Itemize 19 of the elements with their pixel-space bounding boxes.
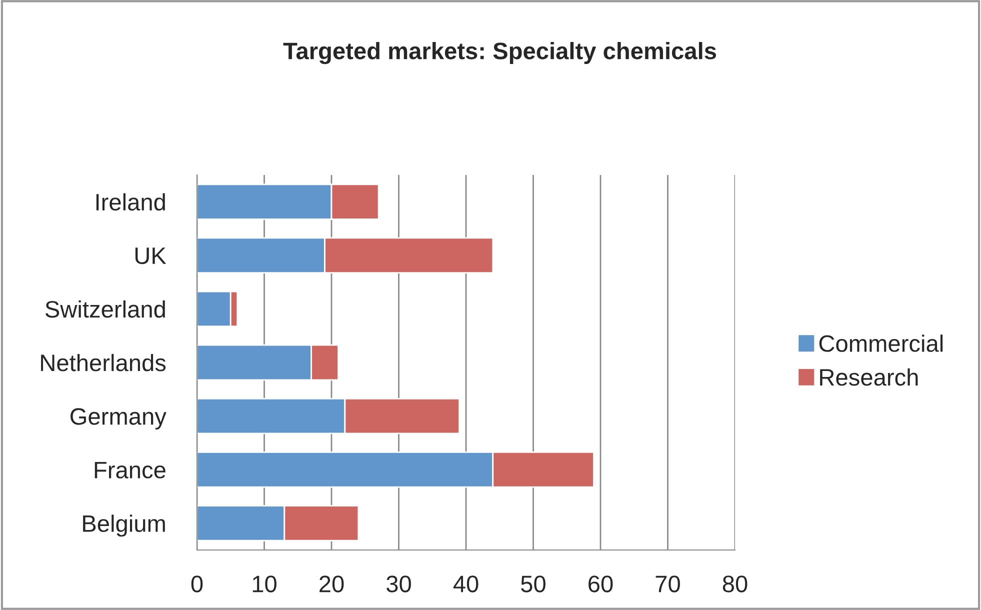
x-tick-label: 0	[191, 576, 203, 592]
x-tick-label: 20	[320, 576, 344, 592]
x-tick-label: 70	[656, 576, 680, 592]
y-tick-label: Germany	[70, 408, 166, 430]
y-tick-label: Belgium	[83, 514, 165, 537]
x-tick-label: 50	[521, 576, 546, 592]
chart-title: Targeted markets: Specialty chemicals	[283, 42, 716, 64]
y-tick-label: Switzerland	[45, 300, 165, 318]
x-tick-label: 30	[386, 576, 411, 592]
y-tick-label: Ireland	[96, 193, 165, 211]
x-tick-label: 80	[722, 576, 748, 592]
y-tick-label: UK	[135, 248, 166, 264]
x-tick-label: 60	[588, 576, 613, 592]
legend-label: Commercial	[819, 334, 943, 352]
x-tick-label: 40	[453, 576, 478, 592]
y-tick-label: Netherlands	[41, 354, 166, 372]
legend-label: Research	[820, 368, 918, 386]
x-tick-label: 10	[252, 576, 276, 592]
y-tick-label: France	[94, 462, 166, 478]
